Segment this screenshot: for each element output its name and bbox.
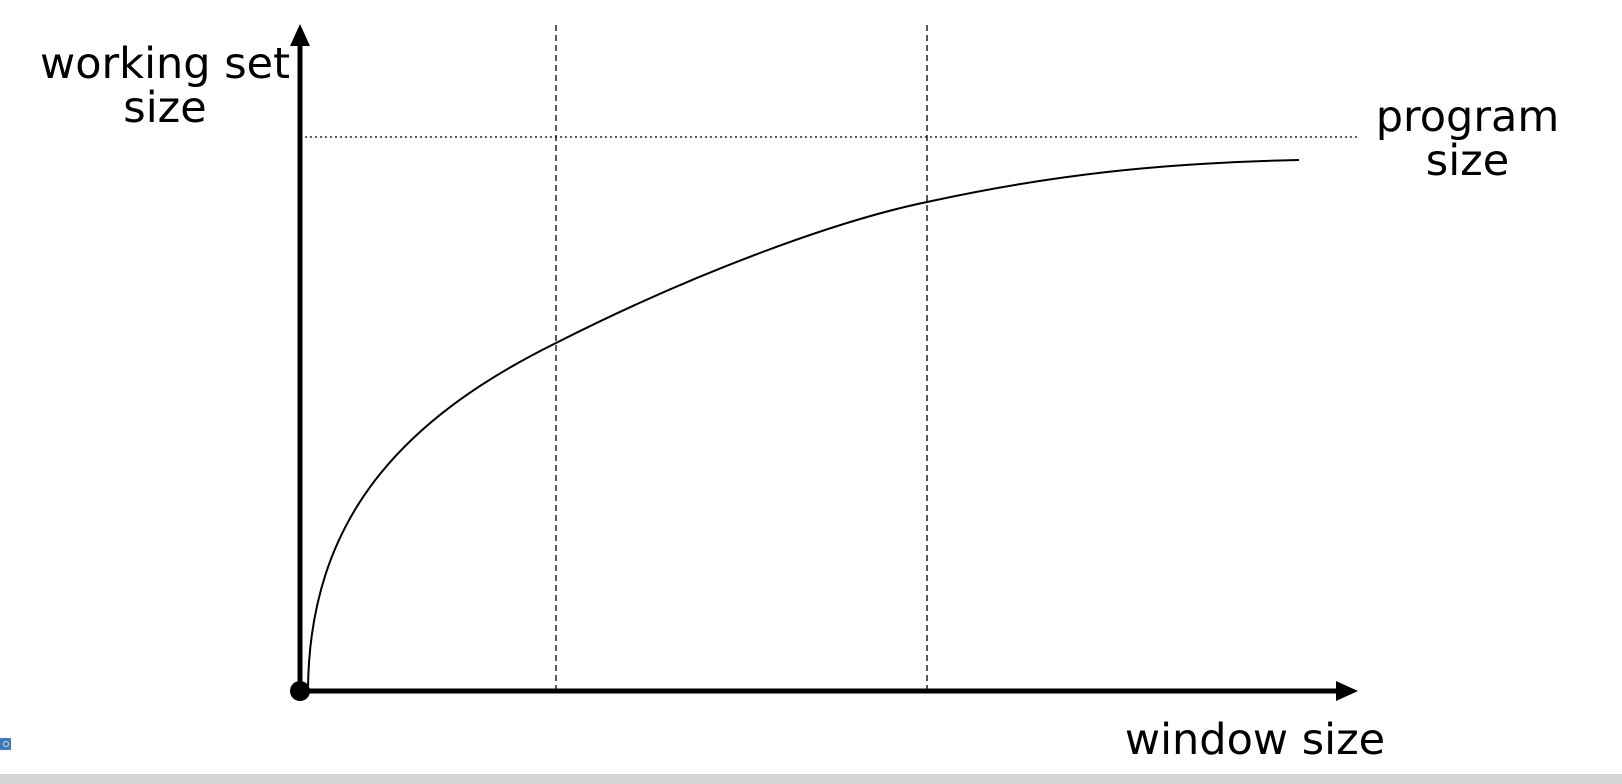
y-axis-label-line2: size bbox=[123, 83, 207, 133]
program-size-label: program size bbox=[1355, 95, 1580, 183]
origin-point bbox=[290, 681, 310, 701]
y-axis-label: working set size bbox=[30, 42, 300, 130]
program-size-label-line1: program bbox=[1375, 92, 1560, 142]
bottom-bar bbox=[0, 774, 1622, 784]
x-axis-arrowhead bbox=[1336, 681, 1358, 701]
corner-widget-icon[interactable] bbox=[0, 738, 11, 750]
x-axis-label: window size bbox=[1124, 715, 1386, 765]
working-set-curve bbox=[307, 159, 1300, 689]
y-axis-arrowhead bbox=[290, 24, 310, 46]
y-axis-label-line1: working set bbox=[40, 39, 290, 89]
program-size-label-line2: size bbox=[1425, 136, 1510, 186]
